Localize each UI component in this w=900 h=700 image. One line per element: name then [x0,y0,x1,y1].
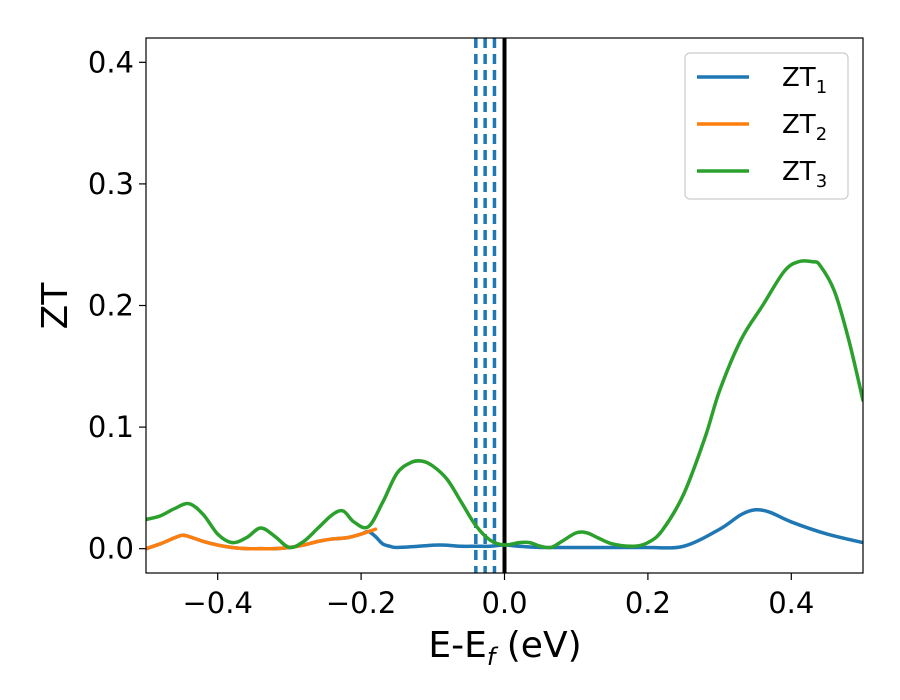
series-line-zt3 [146,259,863,550]
y-tick-label: 0.1 [88,410,134,444]
legend-label-zt2: ZT2 [782,110,827,145]
y-tick-label: 0.0 [88,532,134,566]
legend-label-zt1: ZT1 [782,63,827,98]
x-tick-label: 0.2 [625,586,671,620]
y-axis: 0.0 0.1 0.2 0.3 0.4 [88,45,146,566]
x-axis: −0.4 −0.2 0.0 0.2 0.4 [182,573,814,620]
legend-box [684,52,849,200]
series-layer [146,259,863,551]
x-axis-label: E-Ef (eV) [428,625,581,671]
legend-label-zt3: ZT3 [782,157,827,192]
x-tick-label: 0.4 [768,586,814,620]
y-tick-label: 0.4 [88,45,134,79]
legend: ZT1 ZT2 ZT3 [684,52,849,200]
series-line-zt2 [146,527,378,551]
y-tick-label: 0.2 [88,289,134,323]
x-tick-label: −0.2 [326,586,396,620]
x-tick-label: −0.4 [182,586,252,620]
reference-lines [474,38,507,573]
y-axis-label: ZT [35,282,76,330]
x-tick-label: 0.0 [481,586,527,620]
y-tick-label: 0.3 [88,167,134,201]
